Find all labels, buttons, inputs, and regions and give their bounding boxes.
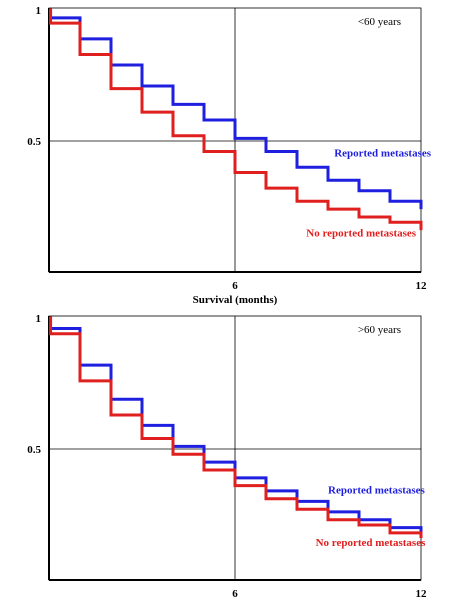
x-tick-label: 6 — [232, 588, 238, 600]
chart-panel-lower: 1 0.5 6 12 >60 years Reported metastases No re… — [27, 313, 427, 600]
x-tick-label: 12 — [416, 588, 428, 600]
series-label: No reported metastases — [306, 228, 416, 240]
y-tick-label: 0.5 — [27, 444, 41, 456]
series-line-reported — [49, 316, 423, 533]
series-label: Reported metastases — [328, 485, 426, 497]
x-axis-label: Survival (months) — [193, 294, 278, 306]
x-tick-label: 6 — [232, 280, 238, 292]
age-group-annotation: <60 years — [358, 16, 401, 28]
series-line-no-reported — [49, 316, 423, 539]
series-line-no-reported — [49, 8, 423, 231]
series-label: Reported metastases — [334, 148, 432, 160]
y-tick-label: 1 — [36, 5, 42, 17]
x-tick-label: 12 — [416, 280, 428, 292]
age-group-annotation: >60 years — [358, 324, 401, 336]
series-label: No reported metastases — [316, 537, 426, 549]
y-tick-label: 0.5 — [27, 136, 41, 148]
y-tick-label: 1 — [36, 313, 42, 325]
series-line-reported — [49, 8, 423, 210]
chart-panel-upper: 1 0.5 6 12 <60 years Reported metastases No re… — [27, 5, 432, 306]
